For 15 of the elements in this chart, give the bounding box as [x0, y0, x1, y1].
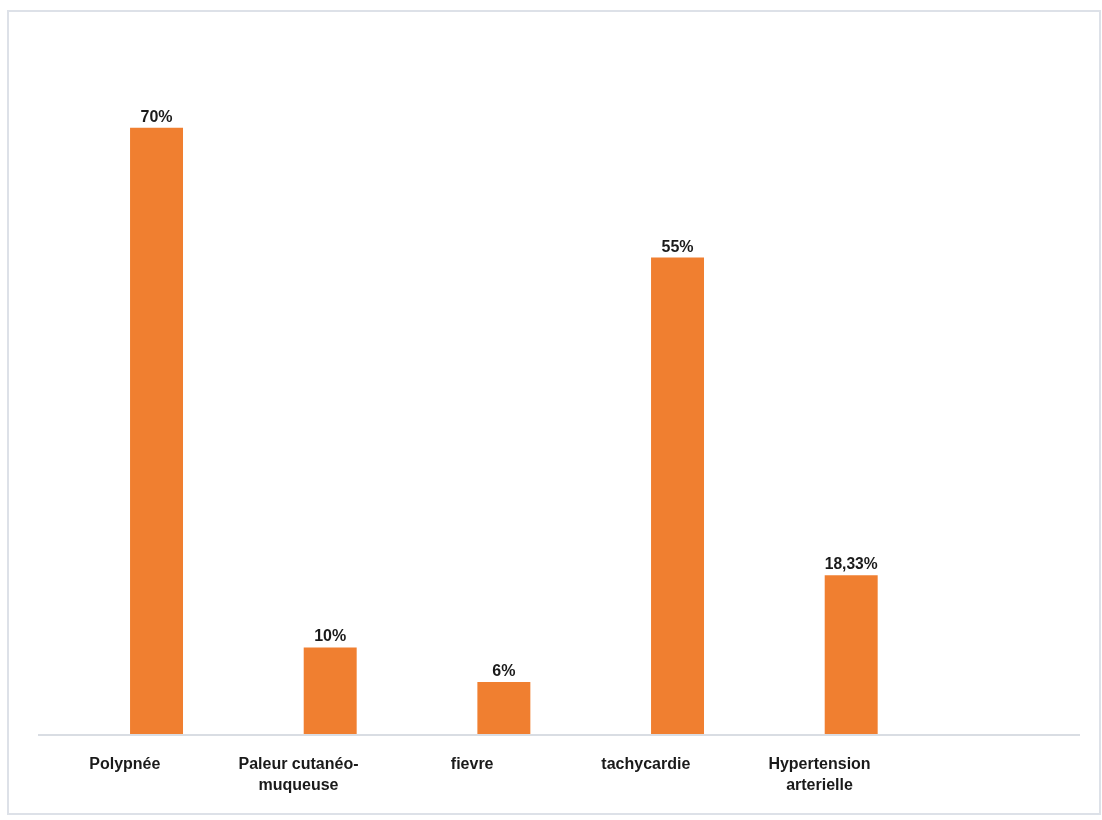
data-label: 6% [492, 662, 516, 680]
x-tick-label: tachycardie [601, 755, 691, 773]
data-label: 18,33% [824, 555, 878, 573]
x-tick-label: Paleur cutanéo-muqueuse [238, 755, 359, 793]
bar [477, 682, 531, 734]
x-tick-label: Hypertension arterielle [768, 755, 871, 793]
bar [824, 575, 878, 734]
data-label: 55% [661, 237, 694, 255]
bar [130, 127, 184, 734]
data-label: 70% [140, 107, 173, 125]
x-tick-label: fievre [450, 755, 494, 773]
bar [303, 647, 357, 734]
x-tick-label: Polypnée [89, 755, 161, 773]
data-label: 10% [314, 627, 347, 645]
bar [651, 257, 705, 734]
